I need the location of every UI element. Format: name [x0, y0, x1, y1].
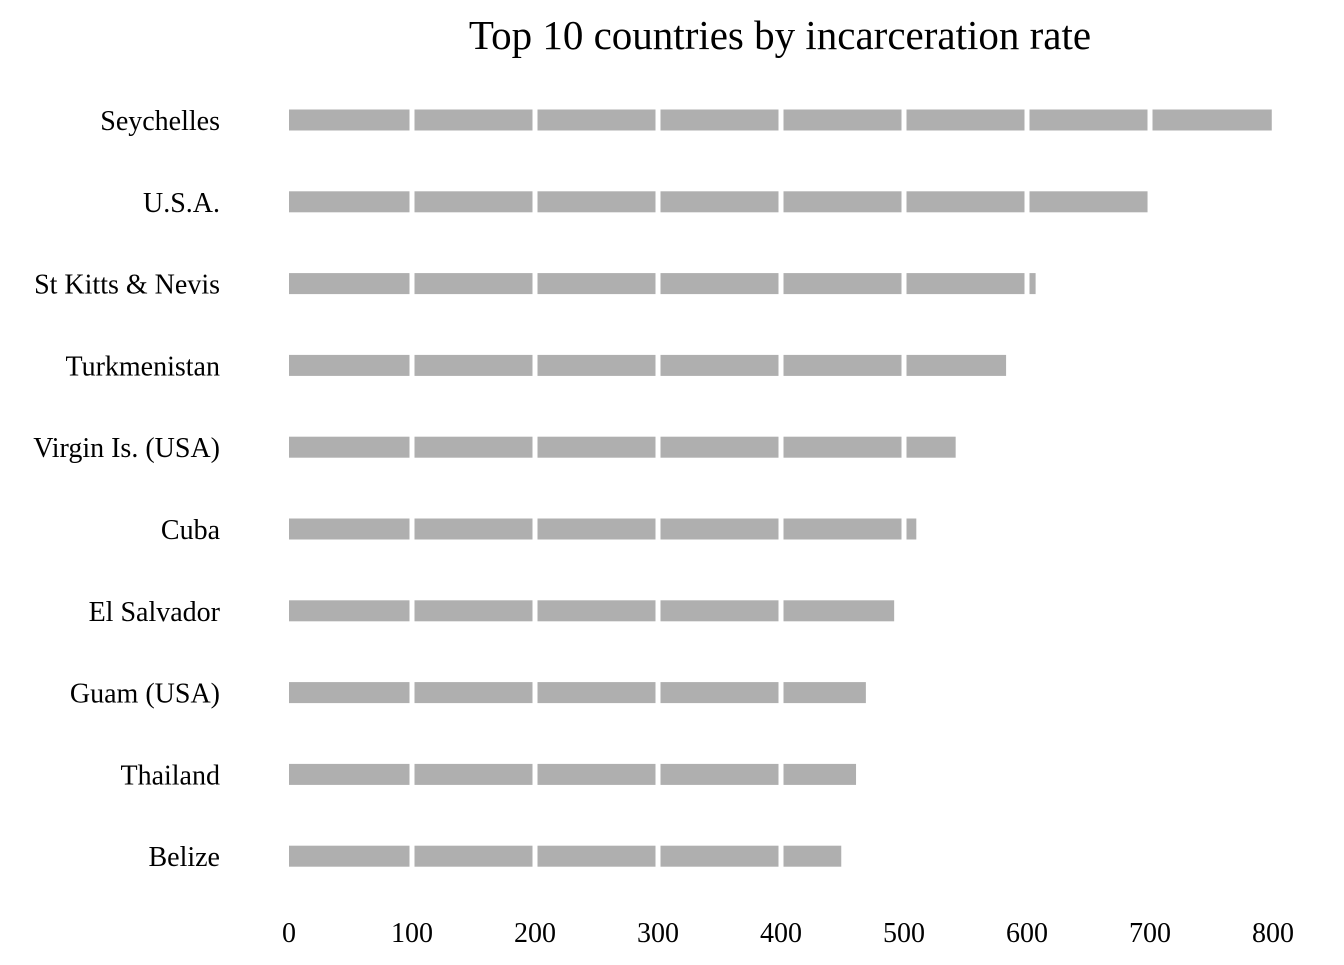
bar-segment	[537, 273, 656, 295]
bar-segment	[1029, 191, 1148, 213]
bar-segment	[414, 845, 533, 867]
bar-segment	[906, 354, 1007, 376]
bar-segment	[414, 354, 533, 376]
bar-segment	[414, 682, 533, 704]
bar-segment	[783, 763, 857, 785]
category-label: St Kitts & Nevis	[34, 270, 220, 301]
bar-segment	[783, 354, 902, 376]
bar-segment	[289, 845, 410, 867]
bar-segment	[660, 763, 779, 785]
bar-segment	[289, 109, 410, 131]
bar-segment	[783, 109, 902, 131]
bar	[289, 682, 866, 704]
bar-segment	[906, 191, 1025, 213]
bar-segment	[414, 763, 533, 785]
category-label: Guam (USA)	[70, 679, 220, 710]
bar	[289, 763, 857, 785]
bar	[289, 518, 917, 540]
bar-segment	[660, 436, 779, 458]
bar-segment	[414, 600, 533, 622]
bar	[289, 436, 956, 458]
bar-segment	[537, 845, 656, 867]
bar-segment	[660, 109, 779, 131]
x-tick-label: 500	[883, 918, 925, 949]
bar-segment	[783, 436, 902, 458]
bar-segment	[906, 109, 1025, 131]
bar	[289, 273, 1036, 295]
bar-segment	[537, 600, 656, 622]
bar-segment	[537, 191, 656, 213]
bar-segment	[537, 682, 656, 704]
bar-segment	[1029, 273, 1036, 295]
category-label: Turkmenistan	[65, 351, 220, 382]
category-label: Thailand	[120, 760, 220, 791]
bar-segment	[414, 273, 533, 295]
x-tick-label: 300	[637, 918, 679, 949]
bar-segment	[414, 191, 533, 213]
x-tick-label: 200	[514, 918, 556, 949]
x-tick-label: 0	[282, 918, 296, 949]
category-label: Virgin Is. (USA)	[33, 433, 220, 464]
bar-segment	[289, 763, 410, 785]
category-labels: Seychelles U.S.A. St Kitts & Nevis Turkmeni…	[33, 106, 220, 873]
category-label: U.S.A.	[143, 188, 220, 219]
bar-segment	[289, 600, 410, 622]
bar-segment	[660, 273, 779, 295]
bar-segment	[660, 518, 779, 540]
bar-segment	[660, 191, 779, 213]
bar-segment	[289, 191, 410, 213]
bar-segment	[537, 436, 656, 458]
bars-group	[289, 109, 1272, 867]
bar	[289, 845, 842, 867]
bar-segment	[289, 436, 410, 458]
bar-segment	[1152, 109, 1272, 131]
bar-segment	[289, 354, 410, 376]
bar-segment	[537, 518, 656, 540]
bar-segment	[906, 273, 1025, 295]
x-tick-label: 700	[1129, 918, 1171, 949]
bar-segment	[783, 682, 866, 704]
category-label: Belize	[148, 842, 220, 873]
bar-segment	[783, 845, 842, 867]
bar	[289, 600, 895, 622]
bar-segment	[660, 682, 779, 704]
x-tick-label: 100	[391, 918, 433, 949]
bar-segment	[414, 518, 533, 540]
bar-segment	[289, 682, 410, 704]
bar-segment	[289, 273, 410, 295]
bar-segment	[537, 109, 656, 131]
bar-segment	[660, 354, 779, 376]
category-label: Seychelles	[100, 106, 220, 137]
bar-segment	[289, 518, 410, 540]
bar-segment	[783, 273, 902, 295]
x-tick-label: 800	[1252, 918, 1294, 949]
bar-segment	[537, 763, 656, 785]
x-tick-label: 600	[1006, 918, 1048, 949]
x-axis-tick-labels: 0 100 200 300 400 500 600 700 800	[282, 918, 1294, 949]
bar-segment	[537, 354, 656, 376]
bar	[289, 109, 1272, 131]
category-label: El Salvador	[89, 597, 221, 628]
bar-segment	[660, 600, 779, 622]
category-label: Cuba	[161, 515, 221, 546]
bar-segment	[660, 845, 779, 867]
x-tick-label: 400	[760, 918, 802, 949]
bar-segment	[1029, 109, 1148, 131]
bar-segment	[906, 436, 956, 458]
bar-segment	[783, 191, 902, 213]
bar	[289, 354, 1007, 376]
bar	[289, 191, 1148, 213]
bar-segment	[783, 518, 902, 540]
bar-segment	[906, 518, 917, 540]
bar-segment	[783, 600, 895, 622]
chart-title: Top 10 countries by incarceration rate	[469, 12, 1091, 58]
bar-segment	[414, 436, 533, 458]
bar-segment	[414, 109, 533, 131]
